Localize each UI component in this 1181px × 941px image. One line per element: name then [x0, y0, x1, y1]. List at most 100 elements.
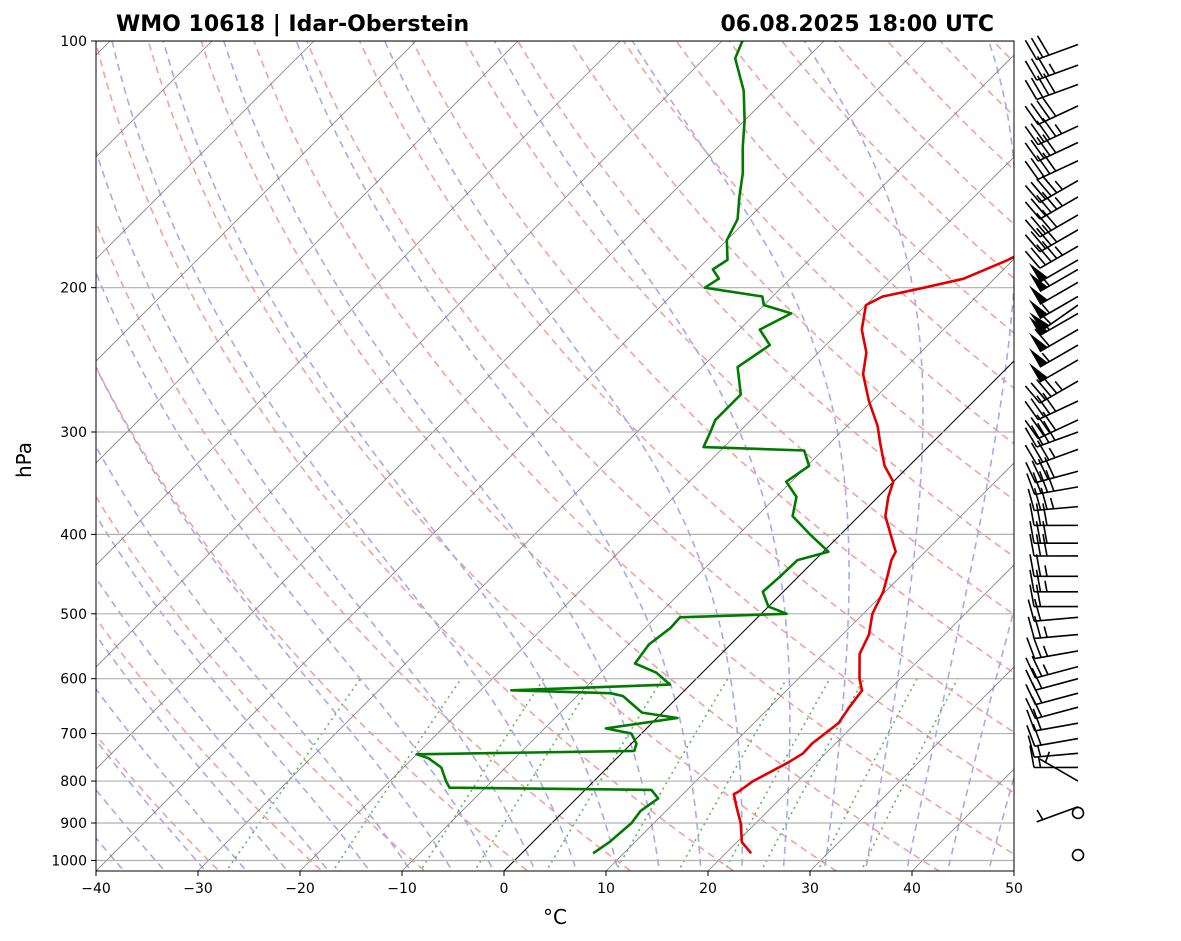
barb-half [1044, 580, 1048, 592]
y-tick-label: 900 [60, 816, 87, 832]
isotherm [809, 666, 1014, 871]
moist-adiabat [162, 41, 619, 871]
barb-full [1024, 427, 1038, 448]
wind-barb [1024, 152, 1079, 181]
barb-full [1030, 382, 1047, 401]
wind-barb [1025, 457, 1079, 484]
barb-half [1041, 352, 1051, 363]
barb-flag [1028, 262, 1048, 282]
barb-full [1024, 60, 1038, 81]
plot-frame [95, 40, 1015, 872]
barb-half [1043, 626, 1048, 638]
barb-flag [1028, 272, 1048, 292]
barb-full [1029, 745, 1035, 768]
moist-adiabat [987, 774, 1014, 871]
barb-shaft [1037, 400, 1079, 421]
barb-full [1024, 419, 1039, 439]
barb-full [1030, 123, 1045, 143]
isotherm [605, 462, 1014, 871]
mixing-ratio-line [860, 678, 959, 871]
barb-full [1036, 414, 1051, 434]
barb-full [1024, 79, 1038, 100]
x-tick-label: 30 [801, 881, 819, 897]
wind-barb [1028, 295, 1079, 320]
moist-adiabat [96, 739, 207, 871]
dry-adiabat [675, 41, 1014, 390]
barb-full [1043, 420, 1056, 441]
moist-adiabat [96, 148, 536, 871]
wind-barb [1024, 411, 1079, 440]
wind-barb [1036, 806, 1079, 823]
barb-full [1032, 708, 1042, 730]
moist-adiabat [96, 687, 248, 871]
barb-full [1030, 157, 1045, 178]
barb-full [1025, 697, 1037, 719]
barb-full [1041, 191, 1058, 210]
x-tick-label: 40 [903, 881, 921, 897]
barb-full [1035, 503, 1042, 526]
x-tick-label: −20 [285, 881, 315, 897]
barb-half [1054, 196, 1064, 207]
moist-adiabat [96, 270, 495, 871]
barb-full [1024, 125, 1039, 146]
y-tick-label: 600 [60, 672, 87, 688]
barb-half [1044, 751, 1051, 763]
mixing-ratio-lines [225, 678, 959, 871]
barb-full [1030, 398, 1045, 418]
barb-full [1036, 55, 1050, 77]
isotherm [96, 41, 927, 871]
barb-full [1027, 599, 1035, 622]
wind-barb [1027, 598, 1079, 622]
calm-circle [1071, 848, 1085, 862]
wind-barb [1071, 848, 1085, 862]
wind-barb [1027, 487, 1079, 512]
isotherm [96, 41, 519, 464]
wind-barb [1028, 359, 1079, 383]
barb-full [1033, 598, 1042, 621]
barb-full [1036, 378, 1052, 398]
wind-barb [1024, 392, 1079, 421]
barb-full [1032, 723, 1042, 746]
y-tick-label: 300 [60, 425, 87, 441]
dry-adiabats [96, 41, 1014, 871]
wind-barb [1024, 134, 1079, 162]
barb-full [1030, 230, 1047, 250]
barb-shaft [1039, 259, 1079, 283]
wind-barb [1027, 615, 1079, 640]
moist-adiabat [96, 788, 166, 871]
barb-full [1025, 462, 1037, 484]
dry-adiabat [464, 41, 1014, 616]
wind-barb [1024, 240, 1079, 269]
barb-full [1030, 103, 1045, 123]
barb-shaft [1036, 83, 1079, 101]
isotherm [707, 564, 1014, 871]
barb-full [1036, 35, 1050, 56]
wind-barb [1024, 420, 1079, 448]
barb-full [1030, 77, 1044, 98]
barb-shaft [1035, 706, 1079, 720]
dry-adiabat [253, 41, 1014, 856]
barb-flag [1028, 316, 1048, 336]
barb-shaft [1035, 677, 1079, 691]
x-tick-label: 50 [1005, 881, 1023, 897]
moist-adiabat [96, 365, 454, 871]
barb-flag [1028, 362, 1048, 382]
pressure-gridlines [96, 41, 1014, 862]
dry-adiabat [96, 616, 324, 871]
barb-shaft [1039, 380, 1079, 404]
dry-adiabat [96, 220, 632, 871]
barb-full [1029, 584, 1035, 607]
isotherm [96, 41, 723, 668]
mixing-ratio-line [677, 678, 788, 871]
barb-full [1024, 160, 1039, 180]
wind-barb [1025, 655, 1079, 679]
wind-barb [1029, 745, 1079, 769]
wind-barb [1026, 723, 1079, 747]
barb-shaft [1037, 141, 1079, 162]
wind-barb [1024, 35, 1079, 61]
barb-full [1030, 181, 1047, 200]
barb-full [1024, 142, 1039, 162]
isotherms [96, 41, 1014, 871]
wind-barb [1029, 533, 1079, 557]
